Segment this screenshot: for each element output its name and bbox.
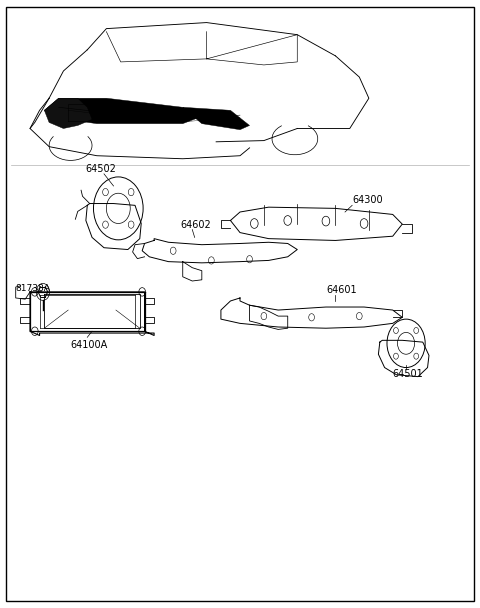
Text: 64602: 64602 [180, 219, 211, 230]
Text: 64300: 64300 [352, 195, 383, 206]
Text: 64502: 64502 [85, 164, 116, 174]
Text: 64100A: 64100A [71, 340, 108, 350]
Text: 64501: 64501 [393, 370, 423, 379]
Text: 81738A: 81738A [16, 285, 50, 294]
Polygon shape [44, 98, 92, 128]
Polygon shape [44, 98, 202, 123]
Polygon shape [183, 107, 250, 130]
Text: 64601: 64601 [326, 285, 357, 295]
